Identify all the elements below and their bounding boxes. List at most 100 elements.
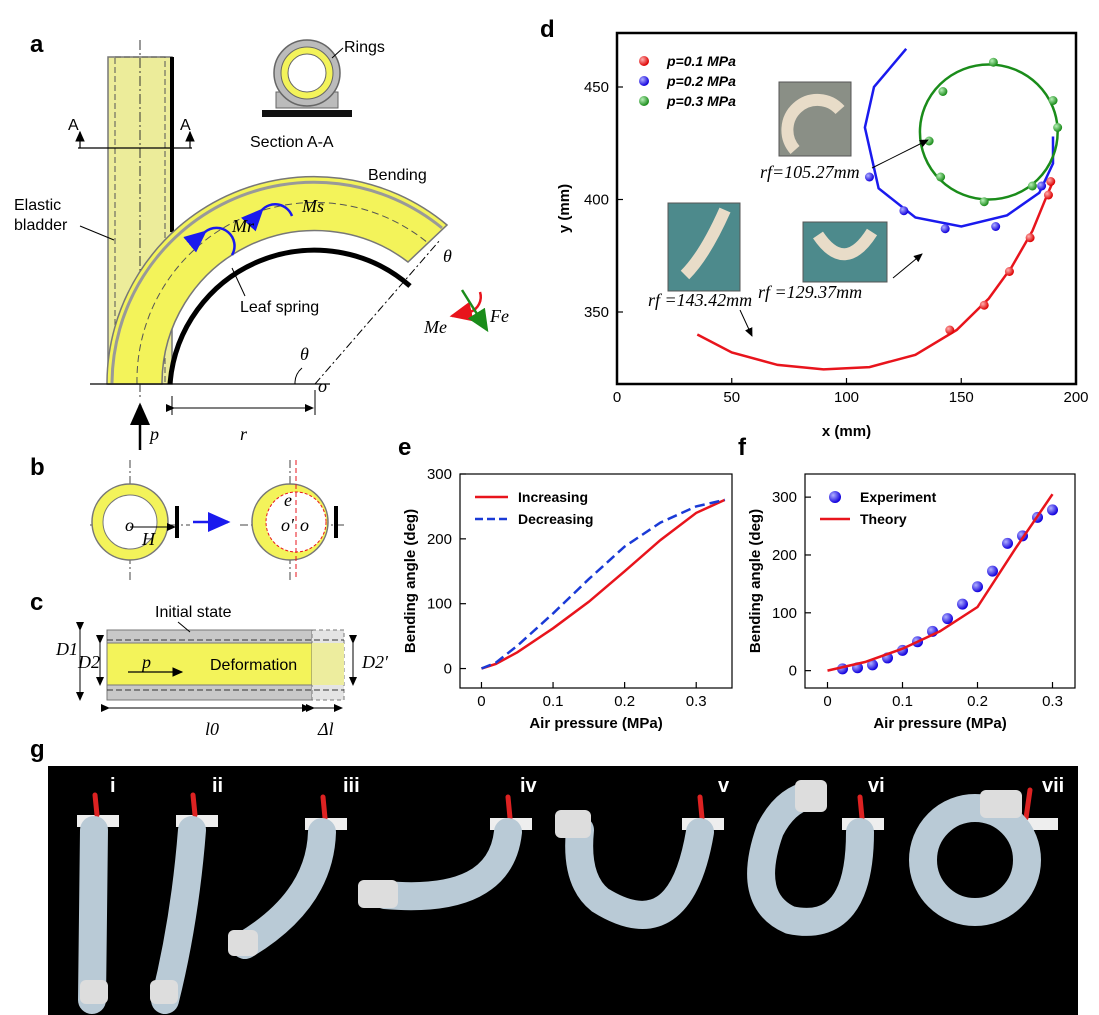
actuator-vi <box>747 780 884 936</box>
data-point <box>864 172 874 182</box>
label-iii: iii <box>343 775 360 797</box>
data-point <box>940 224 950 234</box>
plot-frame <box>459 473 733 689</box>
x-tick-label: 200 <box>1063 389 1088 406</box>
bent-neutral-axis <box>136 202 429 385</box>
moment-me-label: Me <box>423 317 447 337</box>
legend-label: p=0.3 MPa <box>666 93 736 109</box>
x-axis-label: Air pressure (MPa) <box>529 715 662 732</box>
c-d2-label: D2 <box>77 652 100 672</box>
theta-label: θ <box>300 344 309 364</box>
theta-arc <box>294 367 303 385</box>
data-point <box>1047 504 1058 516</box>
moment-ms-arrow <box>241 203 294 232</box>
y-tick-label: 450 <box>584 79 609 96</box>
label-iv: iv <box>520 775 538 797</box>
section-inset <box>262 39 352 117</box>
moment-mr-arrow <box>183 226 236 256</box>
x-tick-label: 0.2 <box>967 693 988 710</box>
series-curve-1 <box>863 47 1055 228</box>
label-ii: ii <box>212 775 223 797</box>
actuator-iii <box>228 794 347 959</box>
plot-frame <box>804 473 1076 689</box>
photo-label-02: rf =129.37mm <box>758 282 862 302</box>
x-tick-label: 0.1 <box>543 693 564 710</box>
y-axis-label: y (mm) <box>556 184 573 233</box>
b-h-label: H <box>141 529 156 549</box>
y-tick-label: 300 <box>772 489 797 506</box>
legend-label: p=0.2 MPa <box>666 73 736 89</box>
panel-g-labels: i ii iii iv v vi vii <box>110 775 1064 797</box>
chart-f: 0 0.1 0.2 0.3 0 100 200 300 Air pressure (MPa) Be… <box>747 473 1076 732</box>
section-label: Section A-A <box>250 134 334 151</box>
legend-label: Theory <box>860 511 907 527</box>
actuator-drawings <box>77 780 1058 1014</box>
data-point <box>1053 123 1063 132</box>
elastic-leader <box>79 225 115 241</box>
x-tick-label: 150 <box>949 389 974 406</box>
panel-a: a A A r θ o θ p Mr Ms <box>14 31 509 450</box>
data-point <box>988 57 998 67</box>
rings-label: Rings <box>344 39 385 56</box>
actuator-vii <box>909 787 1058 926</box>
data-point <box>979 300 989 310</box>
bent-leaf-spring <box>167 247 412 385</box>
y-tick-label: 0 <box>789 663 797 680</box>
series-line-1 <box>827 493 1054 672</box>
c-bladder <box>106 642 313 686</box>
legend-marker <box>639 56 649 66</box>
y-tick-label: 100 <box>427 596 452 613</box>
y-tick-label: 350 <box>584 304 609 321</box>
panel-d-photos: rf =143.42mm rf =129.37mm rf=105.27mm <box>648 81 929 337</box>
section-mark-left: A <box>68 117 79 134</box>
legend-label: Decreasing <box>518 511 593 527</box>
cross-section-initial-inner <box>102 494 158 550</box>
panel-label-g: g <box>30 736 45 763</box>
y-tick-label: 100 <box>772 605 797 622</box>
c-bladder-extension <box>312 643 344 685</box>
panel-b: b o H o' o e <box>30 454 345 580</box>
radius-label: r <box>240 424 248 444</box>
label-vi: vi <box>868 775 885 797</box>
c-d2p-label: D2′ <box>361 652 389 672</box>
x-tick-label: 0 <box>823 693 831 710</box>
data-point <box>938 87 948 96</box>
section-mark-right: A <box>180 117 191 134</box>
data-point <box>899 206 909 216</box>
label-vii: vii <box>1042 775 1064 797</box>
data-point <box>1043 190 1053 200</box>
y-tick-label: 400 <box>584 192 609 209</box>
series-line-1 <box>481 498 726 670</box>
legend-marker <box>829 491 841 503</box>
photo-label-03: rf=105.27mm <box>760 162 860 182</box>
x-axis-label: x (mm) <box>822 423 871 440</box>
panel-label-d: d <box>540 16 555 43</box>
x-tick-label: 0.1 <box>892 693 913 710</box>
x-tick-label: 0 <box>613 389 621 406</box>
data-point <box>1037 181 1047 191</box>
legend-marker <box>639 76 649 86</box>
c-l0-label: l0 <box>205 719 219 739</box>
actuator-ii <box>150 792 218 1014</box>
y-tick-label: 300 <box>427 466 452 483</box>
data-point <box>972 581 983 593</box>
data-point <box>1025 233 1035 243</box>
chart-e: 0 0.1 0.2 0.3 0 100 200 300 Air pressure (MPa) Be… <box>402 466 733 732</box>
panel-label-a: a <box>30 31 44 58</box>
force-fe-label: Fe <box>489 306 509 326</box>
panel-label-f: f <box>738 434 747 461</box>
data-point <box>867 659 878 671</box>
bent-bladder <box>106 175 449 385</box>
elastic-label-2: bladder <box>14 217 68 234</box>
series-curve-0 <box>696 181 1055 371</box>
chart-d: 0 50 100 150 200 350 400 450 x (mm) y (mm) p=0.1 M… <box>556 31 1089 440</box>
data-point <box>987 565 998 577</box>
actuator-v <box>555 794 724 929</box>
c-d1-label: D1 <box>55 639 78 659</box>
x-tick-label: 0.3 <box>686 693 707 710</box>
radius-line-end <box>314 239 441 385</box>
legend-label: Experiment <box>860 489 937 505</box>
moment-me-arrow <box>449 301 474 322</box>
moment-me-arc <box>469 291 482 314</box>
moment-mr-label: Mr <box>231 216 255 236</box>
